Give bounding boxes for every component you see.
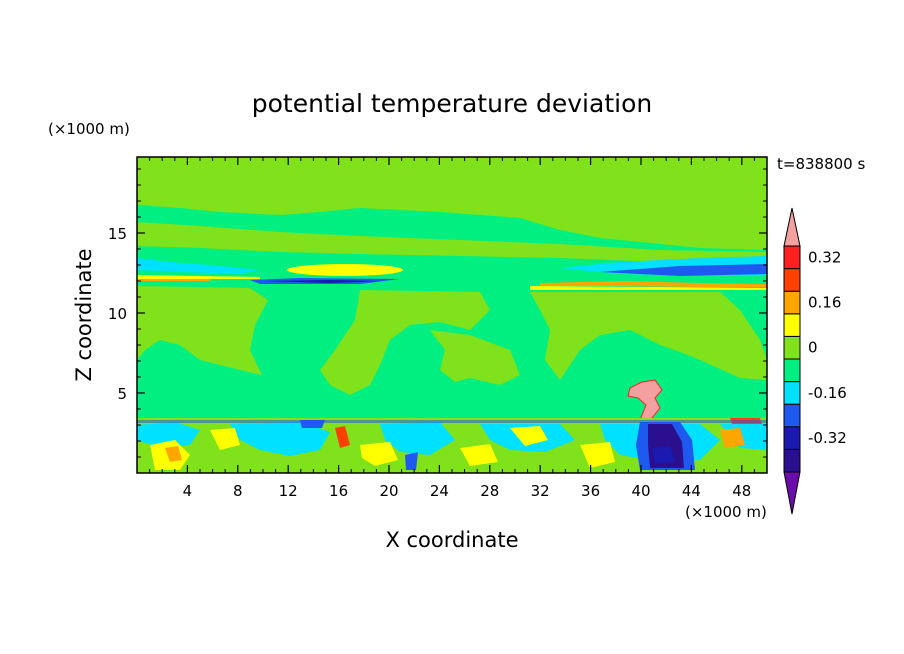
contour-mid-green-center2: [430, 330, 520, 385]
contour-upper-green: [137, 157, 767, 250]
y-tick-label: 15: [108, 225, 127, 243]
contour-bl-cyan-3: [380, 422, 455, 455]
y-tick-label: 5: [117, 385, 127, 403]
chart-title: potential temperature deviation: [252, 89, 652, 118]
contour-blue-right: [600, 264, 767, 276]
contour-cold-pool-core: [652, 446, 675, 464]
y-axis-ticks: 5 10 15: [108, 168, 767, 458]
colorbar-tick-label: 0.32: [808, 248, 841, 266]
y-axis-title: Z coordinate: [72, 248, 96, 381]
colorbar-tick-label: -0.16: [808, 384, 847, 402]
contour-bl-yellow-3: [360, 442, 398, 466]
contour-upper-band: [137, 222, 767, 262]
colorbar-box: [783, 268, 801, 292]
x-axis-ticks: 4 8 12 16 20 24 28 32 36 40 44 48: [149, 157, 755, 500]
colorbar-box: [783, 290, 801, 315]
contour-mid-green-left: [137, 286, 268, 375]
x-tick-label: 48: [732, 482, 751, 500]
contour-bl-cyan-2: [230, 422, 330, 456]
colorbar-box: [783, 381, 801, 405]
contour-mid-green-right: [530, 292, 767, 380]
x-unit-label: (×1000 m): [685, 503, 767, 521]
x-tick-label: 4: [183, 482, 193, 500]
colorbar-box: [783, 448, 801, 473]
time-label: t=838800 s: [777, 155, 865, 173]
x-tick-label: 24: [430, 482, 449, 500]
plot-area: [137, 157, 767, 473]
contour-tropopause-right-yellow: [530, 286, 767, 290]
colorbar-tick-label: 0: [808, 339, 818, 357]
colorbar-extend-top: [783, 207, 801, 247]
colorbar-tick-label: 0.16: [808, 294, 841, 312]
contour-yellow-lens: [287, 264, 403, 276]
contour-bl-orange-1: [165, 446, 182, 462]
colorbar-extend-bottom: [783, 471, 801, 515]
colorbar-box: [783, 426, 801, 450]
x-tick-label: 28: [480, 482, 499, 500]
colorbar-box: [783, 358, 801, 383]
x-tick-label: 32: [531, 482, 550, 500]
colorbar: 0.32 0.16 0 -0.16 -0.32: [783, 207, 847, 515]
colorbar-box: [783, 313, 801, 337]
contour-bl-yellow-4: [460, 444, 498, 466]
contour-tropopause-yellow: [137, 275, 260, 279]
colorbar-box: [783, 245, 801, 270]
x-tick-label: 20: [379, 482, 398, 500]
contour-bl-yellow-2: [210, 428, 240, 450]
x-axis-title: X coordinate: [385, 528, 518, 552]
contour-bl-yellow-6: [580, 442, 615, 468]
x-tick-label: 36: [581, 482, 600, 500]
x-tick-label: 12: [279, 482, 298, 500]
contour-mid-green-center: [320, 290, 490, 395]
contour-tropopause-darkblue: [265, 280, 380, 283]
contour-bl-yellow-5: [510, 426, 548, 446]
colorbar-box: [783, 335, 801, 360]
contour-bl-cyan-1: [137, 422, 200, 448]
contour-cyan-upper: [137, 258, 260, 274]
contour-bl-blue-2: [405, 452, 418, 470]
x-tick-label: 40: [631, 482, 650, 500]
y-unit-label: (×1000 m): [48, 120, 130, 138]
x-tick-label: 16: [329, 482, 348, 500]
x-tick-label: 8: [233, 482, 243, 500]
y-tick-label: 10: [108, 305, 127, 323]
contour-bl-orange-3: [720, 428, 745, 448]
contour-bl-top-strip: [137, 420, 767, 423]
contour-bl-orange-2: [335, 426, 350, 448]
x-tick-label: 44: [682, 482, 701, 500]
contour-tropopause-right: [540, 281, 767, 287]
colorbar-tick-label: -0.32: [808, 429, 847, 447]
colorbar-box: [783, 403, 801, 428]
